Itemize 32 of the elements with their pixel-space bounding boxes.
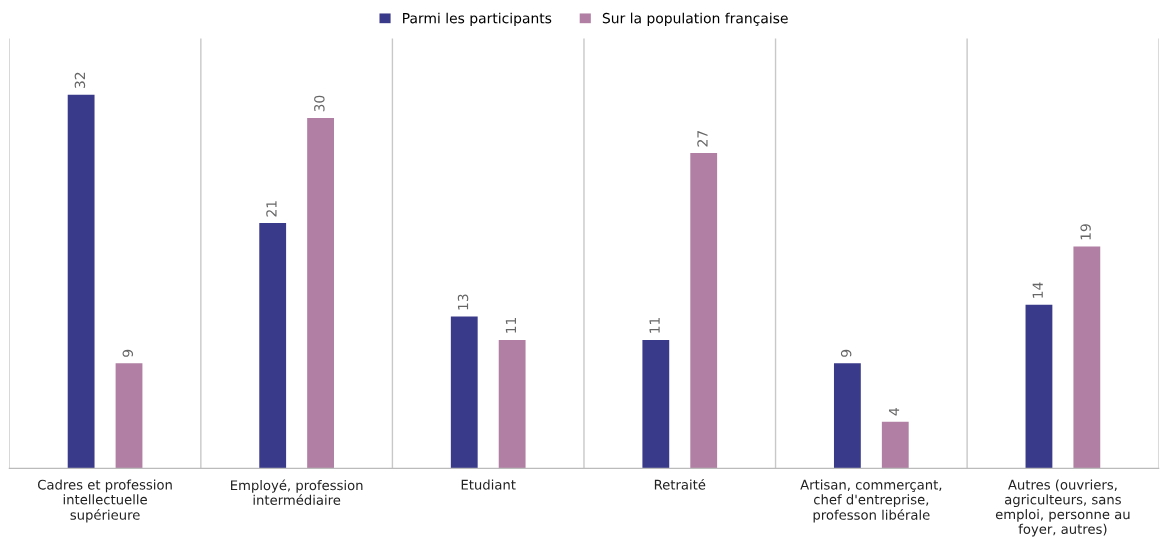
data-label: 30 — [314, 95, 325, 112]
data-label: 13 — [457, 294, 469, 310]
bar — [450, 316, 478, 469]
bar — [642, 339, 670, 469]
legend-label: Parmi les participants — [403, 12, 552, 27]
x-tick-label: Autres (ouvriers, agriculteurs, sans emploi, personne au foyer, autres) — [995, 479, 1130, 537]
bar — [115, 363, 143, 469]
legend-label: Sur la population française — [602, 12, 788, 27]
bar — [690, 153, 718, 469]
bar — [881, 421, 909, 469]
data-label: 9 — [840, 349, 852, 357]
bar — [67, 94, 95, 469]
bar — [833, 363, 861, 469]
x-tick-label: Artisan, commerçant, chef d'entreprise, professon libérale — [800, 479, 942, 523]
bar — [307, 117, 334, 469]
data-label: 27 — [697, 130, 708, 147]
bar — [498, 339, 526, 469]
data-label: 11 — [649, 317, 660, 333]
data-label: 32 — [74, 72, 86, 89]
x-tick-label: Cadres et profession intellectuelle supérieure — [37, 479, 172, 523]
x-tick-label: Retraité — [654, 478, 706, 490]
x-tick-label: Employé, profession intermédiaire — [231, 479, 363, 505]
data-label: 11 — [505, 317, 516, 333]
data-label: 14 — [1032, 282, 1043, 298]
bar — [259, 223, 287, 469]
data-label: 9 — [122, 349, 134, 357]
bar — [1025, 304, 1053, 469]
data-label: 21 — [266, 201, 277, 217]
x-tick-label: Etudiant — [461, 479, 516, 490]
data-label: 19 — [1080, 224, 1091, 240]
data-label: 4 — [888, 408, 900, 416]
bar — [1073, 246, 1101, 469]
